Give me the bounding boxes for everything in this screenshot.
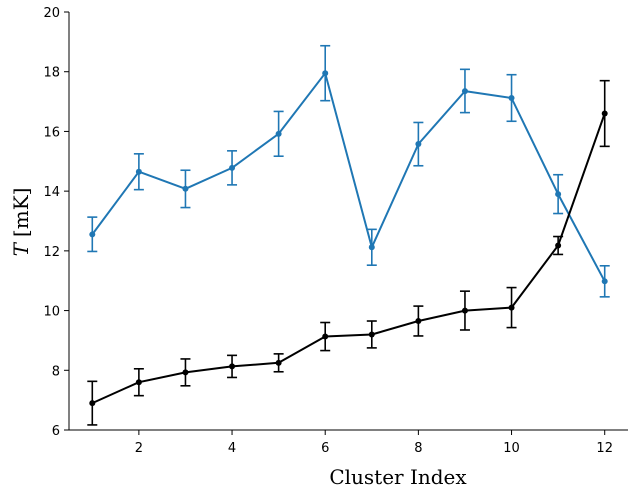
data-point xyxy=(135,379,142,386)
axes: 2 4 6 8 10 12 6 8 10 12 14 16 18 20 xyxy=(43,6,628,456)
data-point xyxy=(229,164,236,171)
data-point xyxy=(368,331,375,338)
y-tick-label: 16 xyxy=(43,125,60,140)
data-point xyxy=(508,94,515,101)
y-axis-title: T [mK] xyxy=(9,188,33,257)
x-axis-title: Cluster Index xyxy=(329,465,467,489)
data-point xyxy=(601,278,608,285)
y-tick-label: 18 xyxy=(43,66,60,81)
x-tick-label: 2 xyxy=(135,441,143,456)
data-point xyxy=(322,333,329,340)
y-axis-unit: [mK] xyxy=(9,188,33,238)
data-point xyxy=(601,110,608,117)
y-tick-label: 8 xyxy=(52,364,60,379)
series-line xyxy=(91,113,606,405)
data-point xyxy=(555,242,562,249)
x-tick-label: 10 xyxy=(503,441,520,456)
x-tick-label: 6 xyxy=(321,441,329,456)
data-point xyxy=(461,88,468,95)
x-tick-label: 12 xyxy=(596,441,613,456)
series-1 xyxy=(87,44,610,298)
data-point xyxy=(89,231,96,238)
data-point xyxy=(415,140,422,147)
x-tick-label: 4 xyxy=(228,441,236,456)
x-tick-label: 8 xyxy=(414,441,422,456)
data-point xyxy=(322,70,329,77)
y-tick-label: 6 xyxy=(52,424,60,439)
data-point xyxy=(275,130,282,137)
y-axis-symbol: T xyxy=(9,241,33,256)
data-point xyxy=(368,244,375,251)
data-point xyxy=(229,363,236,370)
data-point xyxy=(555,191,562,198)
data-point xyxy=(182,185,189,192)
y-tick-label: 10 xyxy=(43,305,60,320)
data-point xyxy=(508,304,515,311)
series-layer xyxy=(87,44,610,426)
data-point xyxy=(275,359,282,366)
data-point xyxy=(415,318,422,325)
y-tick-label: 20 xyxy=(43,6,60,21)
data-point xyxy=(89,400,96,407)
series-2 xyxy=(87,79,610,426)
data-point xyxy=(135,168,142,175)
y-tick-label: 14 xyxy=(43,185,60,200)
data-point xyxy=(461,307,468,314)
series-line xyxy=(91,72,606,282)
data-point xyxy=(182,369,189,376)
y-tick-label: 12 xyxy=(43,245,60,260)
